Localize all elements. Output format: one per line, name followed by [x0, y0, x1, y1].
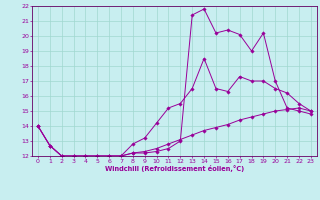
X-axis label: Windchill (Refroidissement éolien,°C): Windchill (Refroidissement éolien,°C) [105, 165, 244, 172]
